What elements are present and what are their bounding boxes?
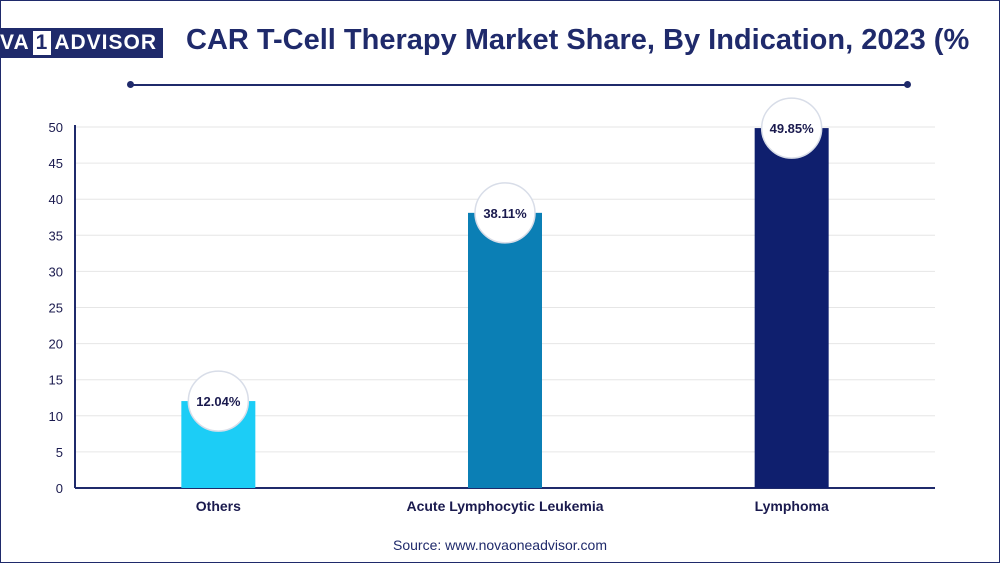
source-note: Source: www.novaoneadvisor.com [393, 537, 607, 553]
brand-logo: VA 1 ADVISOR [0, 28, 163, 58]
title-underline-right-dot [904, 81, 911, 88]
y-tick-label: 45 [49, 156, 63, 171]
y-tick-label: 40 [49, 192, 63, 207]
title-underline [130, 84, 908, 86]
x-tick-label: Others [196, 498, 241, 514]
logo-text-right: ADVISOR [54, 31, 157, 54]
logo-text-left: VA [0, 31, 30, 54]
y-tick-label: 25 [49, 301, 63, 316]
logo-text-box: 1 [32, 31, 52, 55]
y-tick-label: 35 [49, 228, 63, 243]
data-label-badge [760, 97, 823, 159]
x-tick-label: Lymphoma [755, 498, 829, 514]
y-tick-label: 20 [49, 337, 63, 352]
data-label-badge [187, 370, 250, 432]
y-tick-label: 15 [49, 373, 63, 388]
data-label-others: 12.04% [196, 394, 241, 409]
x-tick-label: Acute Lymphocytic Leukemia [406, 498, 603, 514]
chart-title: CAR T-Cell Therapy Market Share, By Indi… [186, 24, 970, 56]
y-tick-label: 5 [56, 445, 63, 460]
y-tick-label: 50 [49, 120, 63, 135]
bar-acute-lymphocytic-leukemia[interactable] [468, 212, 542, 488]
data-label-lymphoma: 49.85% [770, 121, 815, 136]
y-tick-label: 10 [49, 409, 63, 424]
bar-lymphoma[interactable] [754, 128, 829, 488]
y-tick-label: 30 [49, 264, 63, 279]
data-label-badge [474, 182, 536, 244]
title-underline-left-dot [127, 81, 134, 88]
data-label-acute-lymphocytic-leukemia: 38.11% [483, 206, 527, 221]
y-tick-label: 0 [56, 481, 63, 496]
